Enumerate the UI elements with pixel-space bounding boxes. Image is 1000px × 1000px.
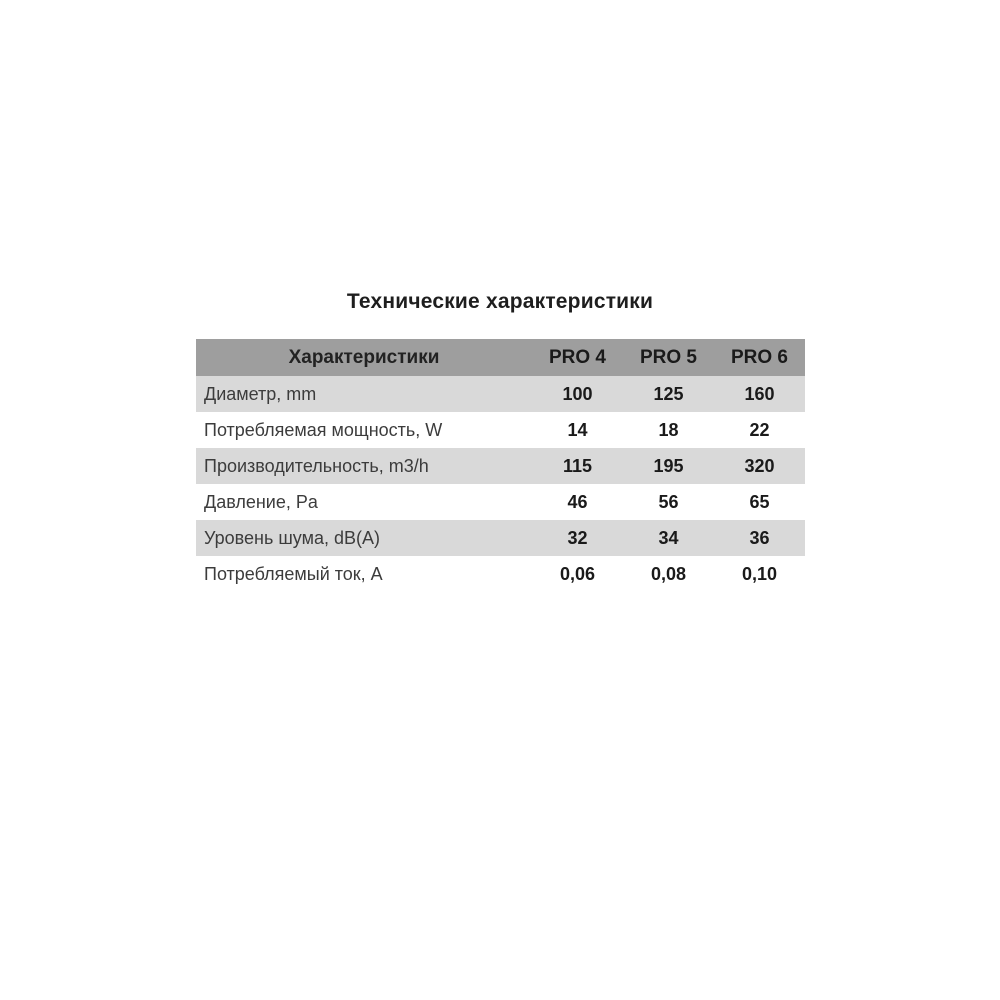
cell-value: 100: [562, 383, 593, 404]
spec-table: Характеристики PRO 4 PRO 5 PRO 6 Диаметр…: [196, 339, 805, 592]
cell-value: 46: [567, 491, 588, 512]
cell-value: 14: [567, 419, 588, 440]
header-characteristics-label: Характеристики: [288, 346, 440, 368]
cell-value: 32: [567, 527, 588, 548]
cell-value: 0,08: [650, 563, 687, 584]
header-col-pro5: PRO 5: [639, 346, 698, 368]
header-col-pro4: PRO 4: [548, 346, 607, 368]
table-row-diameter: Диаметр, mm 100 125 160: [196, 376, 805, 412]
cell-value: 115: [562, 455, 593, 476]
row-label: Диаметр, mm: [204, 383, 317, 404]
cell-value: 18: [658, 419, 679, 440]
row-label: Производительность, m3/h: [204, 455, 429, 476]
cell-value: 0,06: [559, 563, 596, 584]
row-label: Давление, Pa: [204, 491, 318, 512]
table-row-capacity: Производительность, m3/h 115 195 320: [196, 448, 805, 484]
header-col-pro6: PRO 6: [730, 346, 789, 368]
cell-value: 0,10: [741, 563, 778, 584]
row-label: Потребляемая мощность, W: [204, 419, 443, 440]
table-row-noise: Уровень шума, dB(A) 32 34 36: [196, 520, 805, 556]
cell-value: 22: [749, 419, 770, 440]
cell-value: 125: [653, 383, 684, 404]
row-label: Уровень шума, dB(A): [204, 527, 380, 548]
row-label: Потребляемый ток, A: [204, 563, 383, 584]
cell-value: 195: [653, 455, 684, 476]
table-row-current: Потребляемый ток, A 0,06 0,08 0,10: [196, 556, 805, 592]
table-header-row: Характеристики PRO 4 PRO 5 PRO 6: [196, 339, 805, 376]
table-row-power: Потребляемая мощность, W 14 18 22: [196, 412, 805, 448]
cell-value: 320: [744, 455, 775, 476]
cell-value: 34: [658, 527, 679, 548]
cell-value: 65: [749, 491, 770, 512]
cell-value: 36: [749, 527, 770, 548]
table-row-pressure: Давление, Pa 46 56 65: [196, 484, 805, 520]
cell-value: 56: [658, 491, 679, 512]
page-title: Технические характеристики: [346, 290, 654, 313]
cell-value: 160: [744, 383, 775, 404]
